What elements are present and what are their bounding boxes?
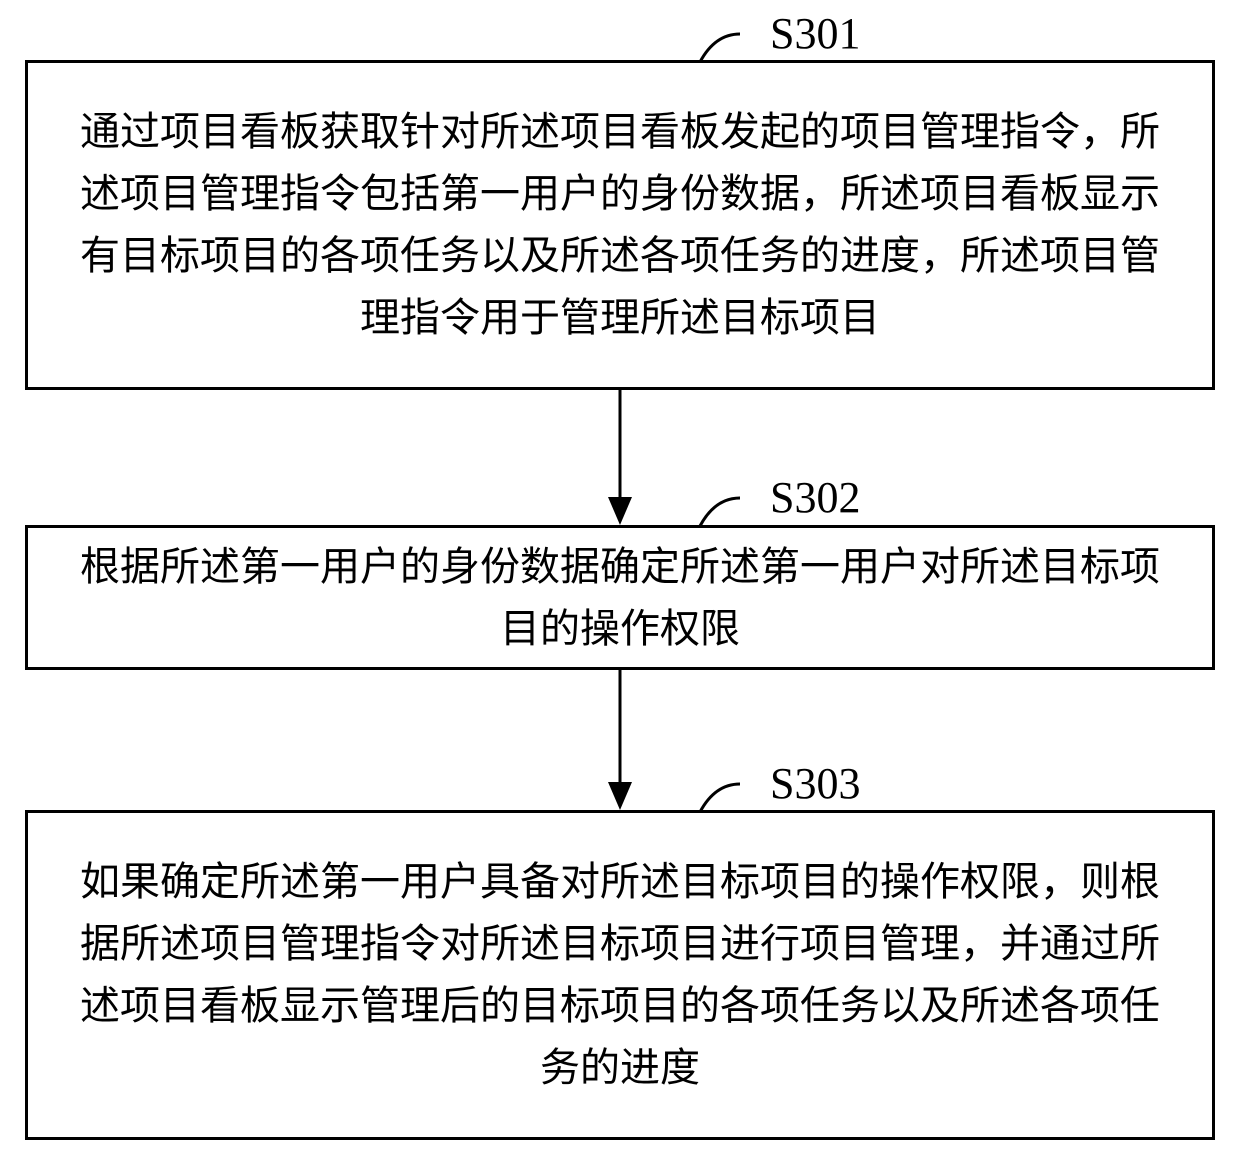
flow-box-s302: 根据所述第一用户的身份数据确定所述第一用户对所述目标项目的操作权限 xyxy=(25,525,1215,670)
step-label-s302-text: S302 xyxy=(770,473,860,522)
step-label-s301-text: S301 xyxy=(770,9,860,58)
flow-box-s302-text: 根据所述第一用户的身份数据确定所述第一用户对所述目标项目的操作权限 xyxy=(68,536,1172,660)
arrow-s301-s302 xyxy=(600,390,640,525)
step-label-s303-text: S303 xyxy=(770,759,860,808)
flow-box-s303-text: 如果确定所述第一用户具备对所述目标项目的操作权限，则根据所述项目管理指令对所述目… xyxy=(68,851,1172,1099)
flow-box-s301-text: 通过项目看板获取针对所述项目看板发起的项目管理指令，所述项目管理指令包括第一用户… xyxy=(68,101,1172,349)
flow-box-s303: 如果确定所述第一用户具备对所述目标项目的操作权限，则根据所述项目管理指令对所述目… xyxy=(25,810,1215,1140)
step-label-s301: S301 xyxy=(770,8,860,59)
arrow-s302-s303 xyxy=(600,670,640,810)
flowchart-canvas: S301 通过项目看板获取针对所述项目看板发起的项目管理指令，所述项目管理指令包… xyxy=(0,0,1240,1166)
step-label-s303: S303 xyxy=(770,758,860,809)
flow-box-s301: 通过项目看板获取针对所述项目看板发起的项目管理指令，所述项目管理指令包括第一用户… xyxy=(25,60,1215,390)
step-label-s302: S302 xyxy=(770,472,860,523)
